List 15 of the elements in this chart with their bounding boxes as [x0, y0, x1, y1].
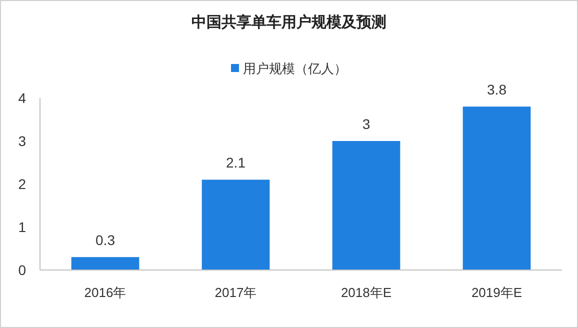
ytick: 3	[18, 133, 26, 149]
data-label: 0.3	[96, 232, 116, 248]
x-tick-label: 2017年	[214, 285, 257, 300]
chart-title: 中国共享单车用户规模及预测	[192, 13, 386, 31]
ytick: 4	[18, 90, 26, 106]
data-label: 3	[362, 116, 370, 132]
data-label: 2.1	[226, 154, 246, 171]
ytick: 1	[18, 219, 26, 235]
x-tick-label: 2016年	[84, 285, 126, 300]
legend-label: 用户规模（亿人）	[243, 61, 347, 76]
ytick: 2	[18, 176, 26, 192]
data-label: 3.8	[487, 82, 507, 98]
x-tick-label: 2018年E	[340, 285, 392, 300]
x-tick-label: 2019年E	[471, 285, 522, 300]
ytick: 0	[18, 262, 26, 278]
